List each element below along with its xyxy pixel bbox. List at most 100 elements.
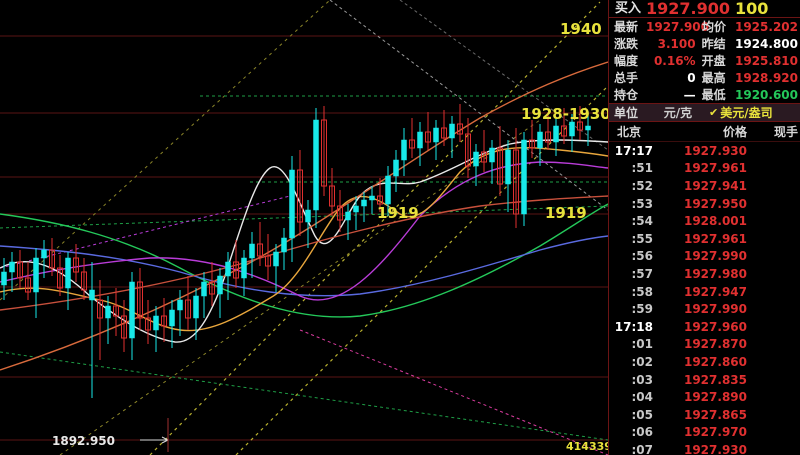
- tick-row[interactable]: :54 1928.001: [609, 212, 800, 230]
- tick-row[interactable]: :51 1927.961: [609, 160, 800, 178]
- tick-time: :56: [631, 249, 654, 264]
- quote-row: 幅度 0.16% 开盘 1925.810: [609, 52, 800, 69]
- candle-body: [129, 281, 135, 339]
- check-icon: ✔: [709, 106, 719, 119]
- tick-row[interactable]: :52 1927.941: [609, 177, 800, 195]
- price-chart[interactable]: 1940 1928-1930 1919 1919 1892.950 414339…: [0, 0, 608, 455]
- candle-body: [281, 237, 287, 253]
- tick-row[interactable]: :57 1927.980: [609, 265, 800, 283]
- candle-body: [9, 261, 15, 273]
- ma-white: [0, 139, 608, 343]
- candle-body: [105, 305, 111, 319]
- tick-row[interactable]: :58 1927.947: [609, 283, 800, 301]
- candle-body: [41, 249, 47, 259]
- low-marker-pointer: [140, 418, 169, 452]
- candle-body: [321, 119, 327, 187]
- bid-volume: 100: [735, 0, 769, 18]
- tick-price: 1927.970: [683, 425, 747, 440]
- candle-body: [329, 185, 335, 207]
- candle-body: [65, 257, 71, 289]
- quote-label-change: 涨跌: [614, 37, 639, 51]
- tick-price: 1927.930: [683, 143, 747, 158]
- tick-row[interactable]: :06 1927.970: [609, 424, 800, 442]
- unit-selector-row[interactable]: 单位 元/克 ✔ 美元/盎司: [609, 104, 800, 122]
- tick-price: 1927.990: [683, 249, 747, 264]
- candle-body: [289, 169, 295, 239]
- tick-price: 1927.950: [683, 196, 747, 211]
- candle-body: [521, 139, 527, 215]
- tick-row[interactable]: :03 1927.835: [609, 371, 800, 389]
- tick-price: 1927.961: [683, 161, 747, 176]
- tick-row[interactable]: 17:18 1927.960: [609, 318, 800, 336]
- bid-label: 买入: [615, 0, 642, 16]
- ma-green: [0, 203, 608, 318]
- candle-body: [241, 257, 247, 279]
- tick-time: :01: [631, 337, 654, 352]
- tick-col-time: 北京: [617, 125, 642, 139]
- candle-body: [465, 133, 471, 167]
- candle-body: [353, 205, 359, 213]
- tick-time: :02: [631, 354, 654, 369]
- candle-body: [337, 205, 343, 221]
- ma-blue: [0, 235, 608, 297]
- candle-body: [473, 151, 479, 167]
- trend-lines-grey: [329, 0, 608, 211]
- candle-body: [153, 315, 159, 331]
- tick-price: 1927.865: [683, 407, 747, 422]
- candle-body: [561, 125, 567, 137]
- candle-body: [457, 123, 463, 135]
- candle-body: [449, 123, 455, 139]
- candle-body: [537, 131, 543, 149]
- quote-row: 涨跌 3.100 昨结 1924.800: [609, 35, 800, 52]
- quote-label-openint: 持仓: [614, 88, 639, 102]
- candle-body: [433, 127, 439, 143]
- quote-label-open: 开盘: [701, 54, 726, 68]
- tick-time: :06: [631, 425, 654, 440]
- bid-header-row: 买入 1927.900 100: [609, 0, 800, 18]
- candle-body: [225, 261, 231, 277]
- candle-body: [345, 211, 351, 221]
- tick-row[interactable]: :05 1927.865: [609, 406, 800, 424]
- tick-table-body[interactable]: 17:17 1927.930:51 1927.961:52 1927.941:53 19…: [609, 142, 800, 455]
- candle-body: [233, 261, 239, 279]
- tick-price: 1927.980: [683, 266, 747, 281]
- candle-body: [377, 195, 383, 205]
- candle-body: [585, 125, 591, 131]
- tick-row[interactable]: :07 1927.930: [609, 441, 800, 455]
- tick-time: :07: [631, 442, 654, 455]
- quote-label-prevclose: 昨结: [701, 37, 726, 51]
- tick-row[interactable]: :02 1927.860: [609, 353, 800, 371]
- tick-row[interactable]: :55 1927.961: [609, 230, 800, 248]
- candle-body: [81, 271, 87, 291]
- candle-body: [217, 275, 223, 295]
- quote-value-openint: —: [683, 87, 696, 102]
- tick-time: :52: [631, 178, 654, 193]
- candle-body: [169, 309, 175, 327]
- annotation-support-mid: 1919: [377, 204, 419, 222]
- candle-body: [97, 299, 103, 319]
- unit-option-cny-gram[interactable]: 元/克: [663, 106, 693, 120]
- tick-row[interactable]: :04 1927.890: [609, 388, 800, 406]
- candle-body: [425, 131, 431, 143]
- tick-row[interactable]: :56 1927.990: [609, 248, 800, 266]
- tick-time: :59: [631, 302, 654, 317]
- candle-body: [297, 169, 303, 223]
- candle-body: [513, 149, 519, 215]
- tick-row[interactable]: :53 1927.950: [609, 195, 800, 213]
- candle-body: [17, 261, 23, 279]
- candle-body: [489, 147, 495, 163]
- tick-time: :54: [631, 214, 654, 229]
- candle-body: [49, 249, 55, 269]
- bid-price: 1927.900: [646, 0, 731, 18]
- trend-lines-magenta: [0, 195, 608, 455]
- tick-row[interactable]: :59 1927.990: [609, 300, 800, 318]
- candle-body: [417, 131, 423, 149]
- candle-body: [161, 315, 167, 327]
- candle-body: [577, 121, 583, 131]
- unit-option-usd-ounce[interactable]: 美元/盎司: [720, 106, 773, 120]
- quote-panel: 买入 1927.900 100 最新 1927.900 均价 1925.202 …: [608, 0, 800, 455]
- tick-row[interactable]: :01 1927.870: [609, 336, 800, 354]
- tick-row[interactable]: 17:17 1927.930: [609, 142, 800, 160]
- ma-orange: [0, 147, 608, 332]
- candle-body: [361, 199, 367, 207]
